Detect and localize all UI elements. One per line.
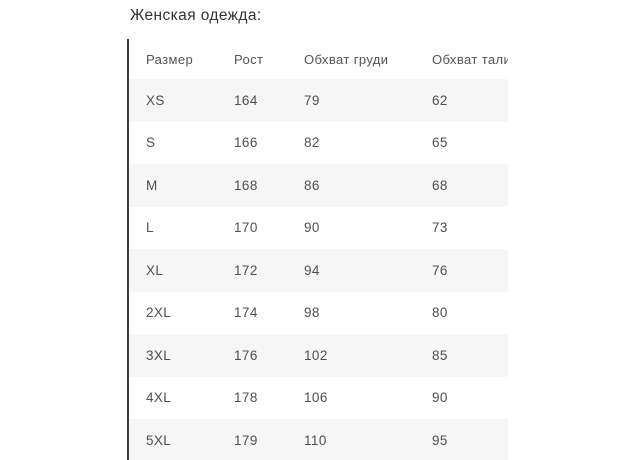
table-row: 4XL 178 106 90 (129, 376, 508, 419)
size-cell: XL (146, 262, 164, 278)
height-cell: 166 (234, 135, 258, 151)
column-header-size: Размер (146, 51, 194, 67)
table-header-row: Размер Рост Обхват груди Обхват талии (129, 39, 508, 79)
waist-cell: 68 (432, 177, 448, 193)
table-row: M 168 86 68 (129, 164, 508, 207)
height-cell: 179 (234, 432, 258, 448)
table-row: L 170 90 73 (129, 206, 508, 249)
chest-cell: 110 (304, 432, 327, 448)
waist-cell: 62 (432, 92, 448, 108)
size-table: Размер Рост Обхват груди Обхват талии XS… (129, 39, 508, 460)
chest-cell: 102 (304, 347, 328, 363)
size-cell: 4XL (146, 390, 172, 406)
table-body: XS 164 79 62 S 166 82 65 M 168 86 68 L 170 90 73 XL 172 94… (129, 79, 508, 460)
table-row: 2XL 174 98 80 (129, 291, 508, 334)
height-cell: 172 (234, 262, 258, 278)
size-cell: 2XL (146, 305, 172, 321)
size-cell: 3XL (146, 347, 172, 363)
column-header-waist: Обхват талии (432, 51, 508, 67)
table-row: 3XL 176 102 85 (129, 334, 508, 377)
chest-cell: 90 (304, 220, 320, 236)
height-cell: 164 (234, 92, 258, 108)
waist-cell: 85 (432, 347, 448, 363)
table-row: S 166 82 65 (129, 121, 508, 164)
column-header-height: Рост (234, 51, 264, 67)
waist-cell: 76 (432, 262, 448, 278)
size-cell: 5XL (146, 432, 172, 448)
table-row: 5XL 179 110 95 (129, 419, 508, 460)
height-cell: 170 (234, 220, 258, 236)
size-table-viewport: Размер Рост Обхват груди Обхват талии XS… (127, 39, 508, 460)
waist-cell: 95 (432, 432, 448, 448)
height-cell: 176 (234, 347, 258, 363)
height-cell: 174 (234, 305, 258, 321)
chest-cell: 82 (304, 135, 320, 151)
size-cell: S (146, 135, 156, 151)
chest-cell: 94 (304, 262, 320, 278)
size-cell: XS (146, 92, 165, 108)
chest-cell: 106 (304, 390, 328, 406)
table-row: XL 172 94 76 (129, 249, 508, 292)
height-cell: 178 (234, 390, 258, 406)
waist-cell: 65 (432, 135, 448, 151)
page-title: Женская одежда: (130, 7, 262, 24)
size-cell: L (146, 220, 154, 236)
chest-cell: 86 (304, 177, 320, 193)
chest-cell: 98 (304, 305, 320, 321)
size-cell: M (146, 177, 158, 193)
height-cell: 168 (234, 177, 258, 193)
waist-cell: 80 (432, 305, 448, 321)
chest-cell: 79 (304, 92, 320, 108)
table-row: XS 164 79 62 (129, 79, 508, 122)
column-header-chest: Обхват груди (304, 51, 389, 67)
waist-cell: 73 (432, 220, 448, 236)
waist-cell: 90 (432, 390, 448, 406)
